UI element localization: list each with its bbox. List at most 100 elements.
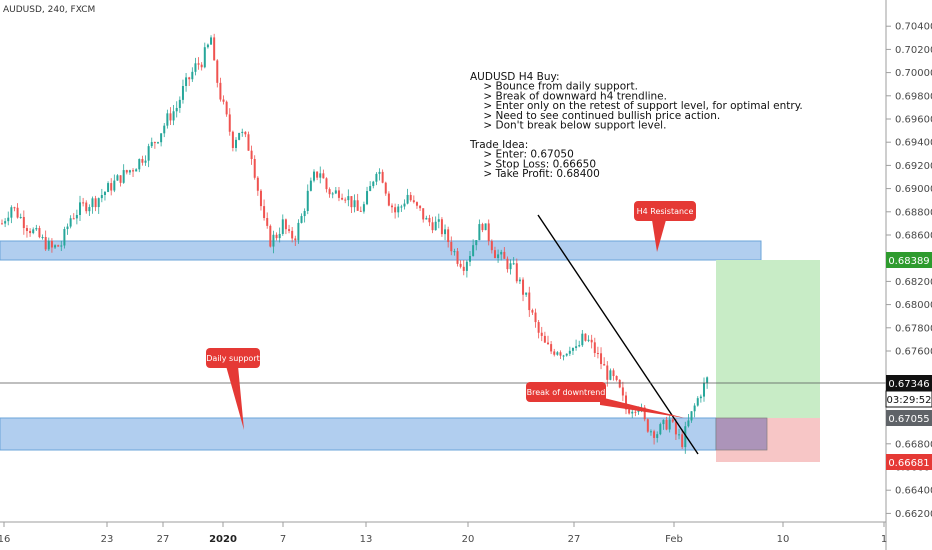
candle-body <box>394 207 397 213</box>
candle-body <box>57 245 60 247</box>
time-tick-label: Feb <box>665 534 683 545</box>
trade-note: AUDUSD H4 Buy: > Bounce from daily suppo… <box>469 71 803 180</box>
svg-text:0.67346: 0.67346 <box>888 379 929 390</box>
candle-body <box>4 221 7 224</box>
candle-body <box>244 131 247 135</box>
candle-body <box>347 196 350 201</box>
candle-body <box>85 202 88 212</box>
candle-body <box>522 279 525 295</box>
candle-body <box>337 190 340 198</box>
candle-body <box>668 419 671 430</box>
candle-body <box>687 420 690 427</box>
time-tick-label: 2020 <box>209 534 237 545</box>
candle-body <box>294 238 297 241</box>
candle-body <box>1 223 3 225</box>
candle-body <box>587 339 590 341</box>
candle-body <box>316 171 319 178</box>
candle-body <box>696 398 699 406</box>
candle-body <box>606 365 609 380</box>
candle-body <box>235 139 237 148</box>
candle-body <box>241 131 244 133</box>
candle-body <box>487 223 490 242</box>
candle-body <box>534 312 537 323</box>
candle-body <box>515 263 518 282</box>
candle-body <box>197 63 200 65</box>
candle-body <box>528 292 531 311</box>
note-line: Trade Idea: <box>469 139 528 151</box>
candle-body <box>309 180 312 191</box>
candle-body <box>462 266 465 271</box>
candle-body <box>706 377 709 383</box>
break-of-downtrend-callout[interactable]: Break of downtrend <box>526 382 685 418</box>
candle-body <box>378 171 381 174</box>
candle-body <box>138 159 141 170</box>
candle-body <box>25 228 28 231</box>
candle-body <box>144 160 147 163</box>
candle-body <box>400 206 403 208</box>
candle-body <box>250 150 253 159</box>
candle-body <box>525 292 528 295</box>
candle-body <box>356 200 359 211</box>
candle-body <box>203 47 206 68</box>
downtrend-line[interactable] <box>537 214 699 455</box>
candle-body <box>194 63 197 72</box>
time-axis[interactable]: 16 23 27 2020 7 13 20 27 Feb 10 1 <box>0 522 887 545</box>
candle-body <box>643 407 646 420</box>
candle-body <box>581 333 584 346</box>
candle-body <box>481 224 484 231</box>
candle-body <box>116 175 119 181</box>
candle-body <box>169 113 172 121</box>
candle-body <box>600 353 603 365</box>
candle-body <box>231 131 234 148</box>
candle-body <box>568 350 571 354</box>
candle-body <box>497 254 500 259</box>
candle-body <box>419 205 422 209</box>
candle-body <box>200 64 203 68</box>
time-tick-label: 27 <box>568 534 581 545</box>
candle-body <box>678 434 681 436</box>
candle-body <box>38 228 41 238</box>
candle-body <box>125 170 128 173</box>
candle-body <box>465 261 468 271</box>
candle-body <box>603 364 606 366</box>
candle-body <box>649 431 652 433</box>
candle-body <box>278 233 281 239</box>
candle-body <box>596 353 599 355</box>
candle-body <box>63 229 66 246</box>
candle-body <box>225 101 228 115</box>
candle-body <box>79 202 81 215</box>
time-tick-label: 27 <box>157 534 170 545</box>
candle-body <box>362 204 365 212</box>
symbol-label: AUDUSD, 240, FXCM <box>3 5 95 15</box>
time-tick-label: 20 <box>462 534 475 545</box>
take-profit-zone[interactable] <box>716 260 820 418</box>
candle-body <box>543 335 546 343</box>
h4-resistance-callout[interactable]: H4 Resistance <box>634 201 696 252</box>
candle-body <box>493 250 496 259</box>
candle-body <box>584 333 587 341</box>
candle-body <box>512 263 515 265</box>
candle-body <box>409 194 412 201</box>
candle-body <box>618 379 621 388</box>
candle-body <box>185 77 188 87</box>
candle-body <box>434 221 437 231</box>
daily-support-callout[interactable]: Daily support <box>206 348 260 430</box>
candle-body <box>291 230 294 239</box>
candle-body <box>344 199 347 201</box>
candle-body <box>366 191 369 205</box>
note-line: > Don't break below support level. <box>470 120 666 132</box>
candle-body <box>559 352 562 356</box>
h4-resistance-zone <box>0 240 762 261</box>
candle-body <box>634 411 637 413</box>
candle-body <box>238 132 241 140</box>
candle-body <box>506 258 509 270</box>
candle-body <box>328 189 331 195</box>
candle-body <box>331 193 334 195</box>
